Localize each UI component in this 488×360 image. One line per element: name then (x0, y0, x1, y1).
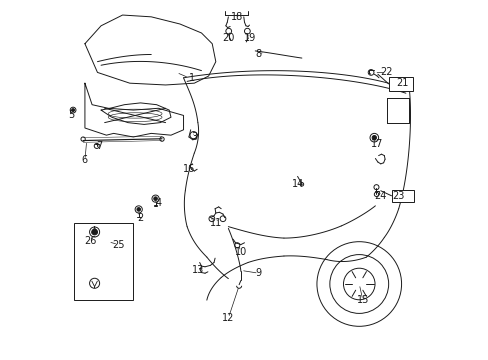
Bar (391, 190, 413, 202)
Text: 20: 20 (222, 33, 234, 43)
Text: 7: 7 (96, 141, 102, 151)
Circle shape (153, 197, 157, 201)
Text: 5: 5 (68, 111, 75, 121)
Circle shape (72, 109, 74, 112)
Text: 21: 21 (395, 78, 407, 88)
Text: 22: 22 (379, 67, 391, 77)
Text: 15: 15 (356, 295, 368, 305)
Text: 3: 3 (191, 132, 197, 142)
Text: 19: 19 (243, 33, 256, 43)
Text: 26: 26 (84, 236, 96, 246)
Text: 13: 13 (191, 265, 203, 275)
Bar (388, 77, 412, 91)
Text: 8: 8 (255, 49, 262, 59)
Text: 16: 16 (183, 164, 195, 174)
Text: 4: 4 (155, 198, 161, 208)
Text: 6: 6 (81, 155, 88, 165)
Circle shape (371, 135, 376, 140)
Circle shape (92, 229, 97, 235)
Text: 11: 11 (209, 218, 222, 228)
Text: 1: 1 (189, 73, 195, 83)
Text: 24: 24 (374, 191, 386, 201)
Text: 17: 17 (370, 139, 383, 149)
Circle shape (137, 208, 140, 211)
Text: 12: 12 (222, 313, 234, 323)
Text: 23: 23 (392, 191, 404, 201)
Text: 9: 9 (255, 268, 262, 278)
Text: 10: 10 (234, 247, 246, 257)
Text: 18: 18 (231, 12, 243, 22)
Bar (74, 223, 133, 300)
Text: 25: 25 (112, 239, 124, 249)
Text: 2: 2 (137, 213, 143, 222)
Text: 14: 14 (291, 179, 304, 189)
